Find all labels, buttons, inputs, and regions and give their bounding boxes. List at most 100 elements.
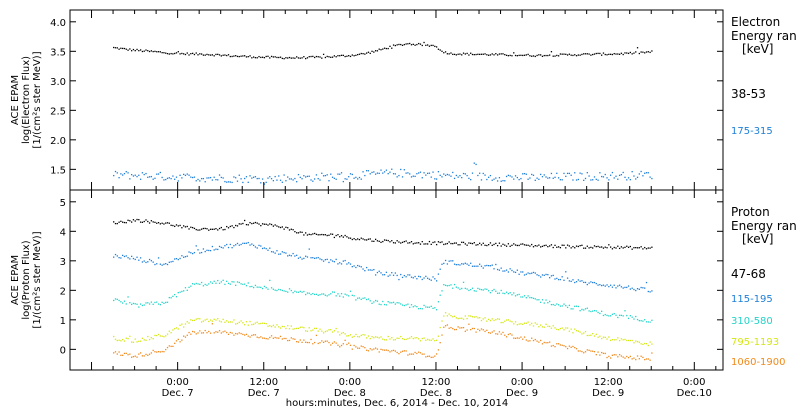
electron-point-1-149 (380, 169, 382, 171)
proton-point-3-218 (504, 320, 506, 322)
proton-point-0-300 (651, 246, 653, 248)
electron-point-0-203 (477, 53, 479, 55)
proton-point-2-229 (523, 295, 526, 297)
proton-point-0-117 (322, 234, 325, 236)
proton-point-4-179 (434, 355, 436, 357)
electron-point-1-52 (206, 177, 208, 179)
proton-point-4-212 (493, 330, 495, 332)
proton-point-4-206 (482, 329, 484, 331)
proton-point-2-104 (299, 290, 301, 293)
proton-point-4-259 (577, 350, 579, 352)
proton-point-1-147 (376, 271, 379, 274)
proton-point-4-135 (355, 346, 357, 348)
electron-point-1-125 (337, 173, 339, 175)
proton-point-2-108 (306, 292, 309, 294)
proton-point-1-45 (193, 251, 196, 254)
proton-point-4-267 (592, 350, 594, 352)
electron-point-1-85 (265, 181, 267, 184)
proton-point-4-146 (374, 347, 377, 349)
proton-point-3-181 (437, 335, 440, 337)
proton-point-4-29 (165, 348, 167, 351)
proton-point-2-262 (583, 309, 585, 311)
proton-point-0-129 (344, 234, 346, 237)
proton-point-1-235 (534, 272, 536, 274)
electron-point-0-159 (398, 43, 400, 46)
proton-point-4-284 (622, 356, 624, 358)
proton-point-0-4 (120, 220, 122, 222)
electron-point-1-4 (120, 173, 122, 175)
proton-point-1-266 (590, 281, 592, 283)
proton-point-2-248 (557, 304, 560, 306)
proton-point-2-288 (629, 315, 632, 317)
electron-point-0-270 (597, 52, 599, 55)
electron-point-0-37 (179, 53, 181, 55)
electron-x-ticks (91, 10, 717, 190)
proton-point-4-154 (389, 351, 391, 353)
electron-point-1-20 (148, 176, 151, 178)
electron-point-0-252 (565, 53, 567, 55)
proton-point-4-216 (500, 333, 502, 335)
proton-point-0-29 (165, 222, 167, 224)
proton-point-0-222 (511, 244, 513, 246)
proton-point-1-118 (324, 259, 327, 261)
electron-point-1-158 (396, 176, 398, 178)
proton-point-2-44 (191, 283, 194, 285)
proton-point-3-200 (471, 316, 474, 318)
electron-point-1-196 (464, 173, 466, 175)
proton-point-3-250 (561, 327, 563, 329)
proton-point-1-43 (190, 252, 192, 254)
proton-point-3-285 (624, 338, 626, 341)
proton-point-0-188 (450, 242, 452, 245)
proton-point-1-126 (339, 262, 341, 264)
proton-point-2-13 (136, 303, 138, 305)
proton-point-2-45 (193, 283, 196, 285)
proton-point-1-300 (651, 290, 653, 292)
proton-point-4-101 (294, 338, 296, 340)
electron-panel: 1.52.02.53.03.54.0 ACE EPAM log(Electron… (10, 9, 797, 191)
proton-point-4-299 (649, 359, 651, 361)
proton-point-2-265 (588, 310, 590, 312)
proton-point-4-286 (626, 355, 628, 358)
electron-point-1-56 (213, 176, 215, 178)
proton-point-1-88 (270, 251, 273, 253)
electron-point-1-233 (531, 173, 533, 176)
proton-point-3-187 (448, 313, 450, 315)
electron-point-0-119 (326, 55, 328, 58)
electron-point-0-0 (113, 46, 115, 49)
proton-point-1-161 (401, 276, 404, 279)
proton-point-2-241 (545, 299, 547, 301)
proton-point-0-190 (453, 242, 456, 244)
proton-point-1-160 (400, 273, 402, 276)
proton-point-3-10 (130, 341, 133, 343)
proton-point-1-93 (279, 253, 282, 255)
electron-point-1-51 (204, 181, 206, 183)
proton-point-1-80 (256, 247, 258, 249)
proton-point-0-121 (330, 233, 332, 235)
proton-point-0-152 (385, 239, 388, 241)
proton-point-0-61 (222, 229, 224, 231)
electron-point-0-75 (247, 56, 249, 58)
proton-point-2-92 (278, 288, 280, 291)
proton-point-3-103 (297, 327, 300, 330)
proton-point-3-42 (188, 322, 190, 324)
proton-point-2-250 (561, 305, 563, 307)
proton-point-1-267 (592, 281, 594, 284)
electron-point-0-79 (254, 57, 257, 59)
proton-point-2-219 (505, 291, 508, 293)
electron-point-1-141 (366, 170, 368, 172)
proton-point-0-140 (364, 239, 366, 241)
proton-point-0-16 (141, 221, 144, 223)
proton-point-0-38 (181, 227, 183, 229)
proton-point-0-34 (174, 225, 176, 228)
proton-point-2-62 (224, 283, 226, 286)
proton-point-1-13 (136, 256, 138, 258)
electron-point-0-52 (206, 53, 208, 56)
electron-point-0-221 (509, 54, 511, 57)
proton-point-2-267 (592, 310, 594, 312)
proton-point-0-106 (303, 234, 305, 236)
proton-point-2-228 (522, 296, 524, 298)
proton-point-3-251 (563, 329, 565, 331)
proton-point-4-159 (398, 353, 400, 355)
electron-point-1-83 (261, 178, 264, 180)
proton-point-1-215 (498, 269, 501, 271)
